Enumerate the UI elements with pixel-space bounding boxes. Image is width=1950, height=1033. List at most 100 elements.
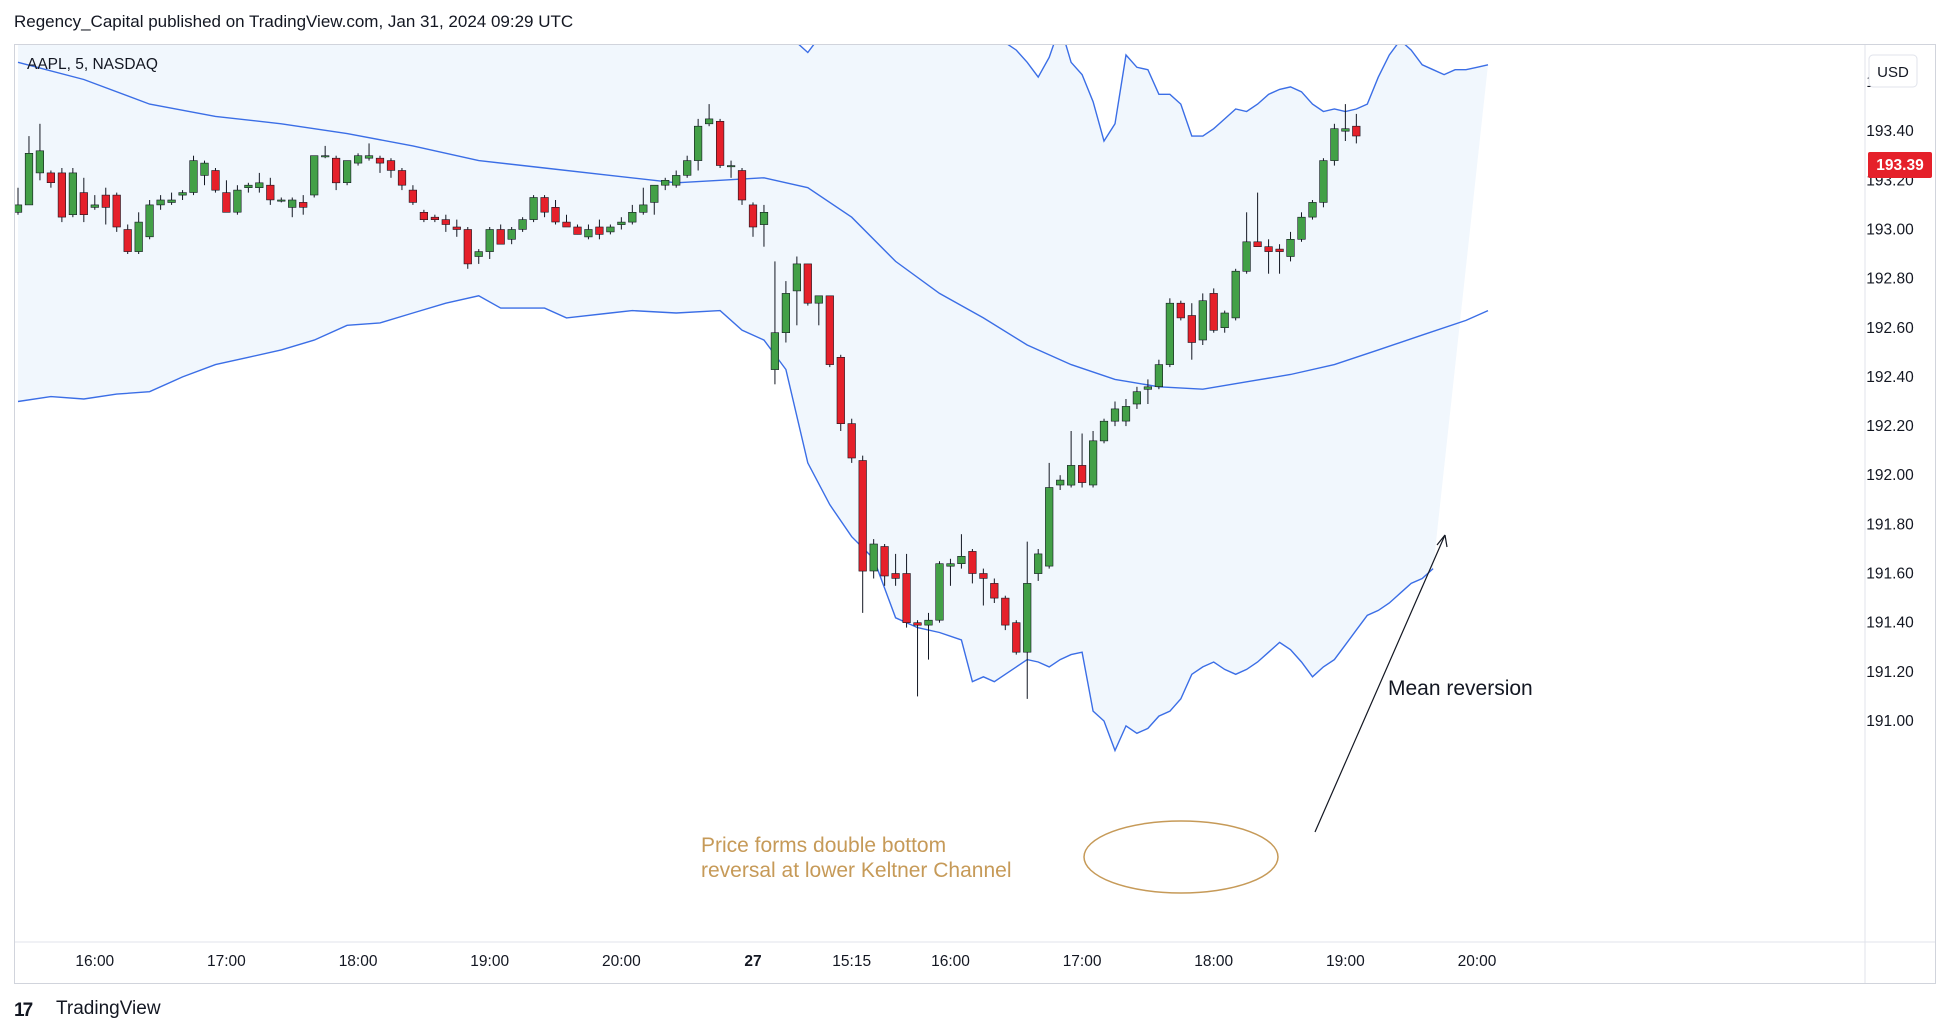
candle-up <box>189 155 198 196</box>
candle-body <box>737 170 747 201</box>
candle-up <box>1308 200 1317 220</box>
candle-up <box>1132 386 1141 409</box>
candle-up <box>518 217 527 232</box>
candle-body <box>1297 216 1306 240</box>
candle-body <box>419 212 429 221</box>
candle-up <box>342 160 352 186</box>
candle-down <box>1001 595 1010 631</box>
price-tick-label: 192.40 <box>1866 369 1914 386</box>
candle-body <box>1286 239 1295 257</box>
candle-body <box>606 226 615 233</box>
time-axis[interactable]: 16:00 17:00 18:00 19:00 20:00 27 15:15 16:00 17:… <box>75 953 1496 970</box>
chart-panel[interactable]: Price forms double bottom reversal at low… <box>14 44 1936 984</box>
candle-body <box>189 160 198 193</box>
candle-down <box>1078 433 1087 488</box>
candle-down <box>375 155 385 173</box>
candle-down <box>990 578 999 603</box>
candle-up <box>704 104 714 127</box>
candle-body <box>507 229 516 240</box>
candles <box>15 104 1361 699</box>
candle-body <box>1001 597 1010 626</box>
currency-label: USD <box>1877 64 1909 81</box>
last-price-tag <box>1868 152 1932 178</box>
candle-body <box>551 207 560 223</box>
candle-up <box>1319 158 1328 208</box>
candle-body <box>266 184 275 201</box>
candle-body <box>1034 553 1043 574</box>
candle-body <box>375 157 385 164</box>
candle-up <box>288 197 297 218</box>
candle-up <box>935 561 944 623</box>
currency-button[interactable] <box>1868 54 1918 88</box>
candle-body <box>101 194 110 208</box>
price-tick-label: 192.60 <box>1866 320 1914 337</box>
channel-fill <box>18 45 1488 751</box>
candle-body <box>847 423 856 459</box>
candle-body <box>342 160 352 183</box>
price-tick-label: 191.40 <box>1866 615 1914 632</box>
candle-down <box>266 177 275 205</box>
candle-body <box>891 573 900 579</box>
candle-up <box>1045 462 1054 569</box>
symbol-label[interactable]: AAPL, 5, NASDAQ <box>27 56 158 73</box>
price-tick-label: 191.00 <box>1866 713 1914 730</box>
candle-down <box>562 214 571 228</box>
candle-up <box>1143 379 1152 404</box>
candle-body <box>15 204 23 213</box>
candle-up <box>650 184 659 215</box>
time-tick-label: 17:00 <box>1063 953 1102 970</box>
candle-body <box>1319 160 1328 203</box>
mean-reversion-arrowhead-icon <box>1436 534 1448 548</box>
candle-body <box>496 229 505 245</box>
candle-up <box>156 195 165 210</box>
candle-up <box>946 558 955 586</box>
candle-body <box>386 160 396 171</box>
candle-up <box>255 172 264 193</box>
candle-up <box>957 534 966 569</box>
candle-body <box>68 172 77 216</box>
candle-body <box>1143 386 1152 390</box>
candle-body <box>1176 302 1185 319</box>
candle-body <box>880 546 889 577</box>
mean-reversion-label: Mean reversion <box>1388 677 1533 700</box>
time-tick-label: 20:00 <box>1458 953 1497 970</box>
tradingview-logo-icon[interactable]: 17 <box>14 1000 48 1018</box>
candle-body <box>726 165 736 168</box>
candle-body <box>529 197 538 220</box>
tradingview-brand[interactable]: TradingView <box>56 998 161 1019</box>
candle-down <box>891 553 900 586</box>
candle-up <box>781 281 790 343</box>
candle-up <box>310 155 319 198</box>
candle-body <box>364 155 374 159</box>
candle-body <box>518 219 527 230</box>
candle-body <box>200 162 209 176</box>
candle-body <box>441 219 450 225</box>
candle-body <box>650 184 659 203</box>
candle-down <box>112 192 121 232</box>
candle-down <box>573 224 582 235</box>
candle-up <box>1297 212 1306 242</box>
candle-body <box>1231 270 1240 319</box>
candle-up <box>792 256 801 326</box>
candle-down <box>1275 244 1284 274</box>
candle-body <box>902 573 911 624</box>
price-tick-label: 192.00 <box>1866 467 1914 484</box>
candle-up <box>1286 231 1295 262</box>
candle-down <box>737 168 747 205</box>
candle-up <box>68 168 77 218</box>
candle-up <box>1242 212 1251 274</box>
candle-up <box>759 204 769 247</box>
candle-up <box>1067 431 1076 488</box>
candle-up <box>507 227 516 245</box>
candle-up <box>1198 293 1207 345</box>
candle-body <box>540 197 549 213</box>
candle-up <box>814 295 823 326</box>
candle-body <box>331 157 341 184</box>
candle-down <box>386 158 396 178</box>
candle-body <box>211 170 220 191</box>
candle-body <box>134 221 143 252</box>
candle-down <box>222 180 231 213</box>
candle-body <box>145 204 154 238</box>
candle-up <box>770 261 779 385</box>
